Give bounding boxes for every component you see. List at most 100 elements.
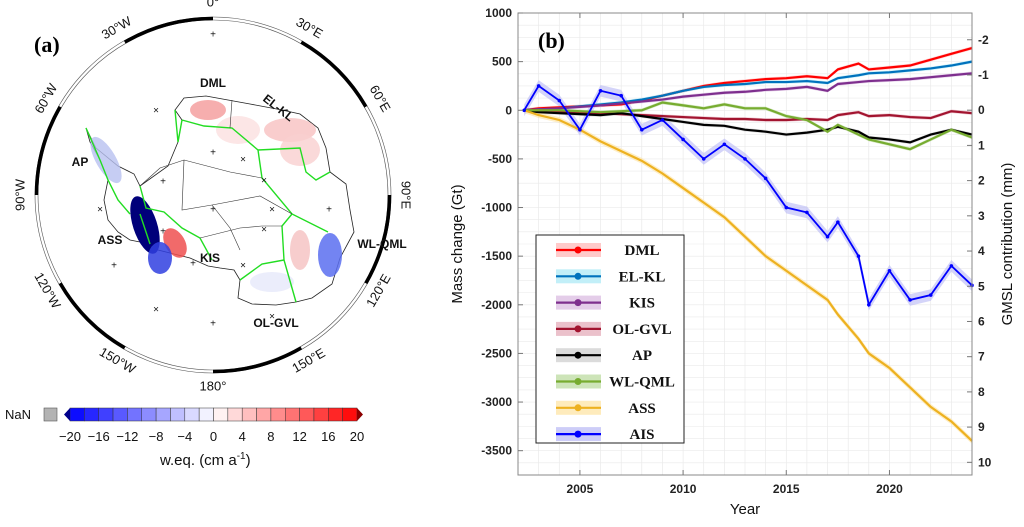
colorbar-tick-label: 16 <box>321 429 335 444</box>
point-ais <box>557 98 562 103</box>
grid-cross-marker: × <box>97 205 103 216</box>
colorbar-tick-label: −8 <box>149 429 164 444</box>
grid-cross-marker: + <box>326 205 332 216</box>
point-ais <box>867 302 871 307</box>
legend-swatch-marker <box>574 378 582 385</box>
grid-cross-marker: + <box>160 177 166 188</box>
point-ais <box>908 298 912 302</box>
colorbar-cell <box>299 407 315 422</box>
chart-panel: 1000 500 0 -500 -1000 -1500 -2000 -2500 -3000 -35… <box>420 0 1024 522</box>
y2-tick-label: 3 <box>978 209 985 223</box>
y-tick-label: -3000 <box>481 395 512 409</box>
grid-cross-marker: + <box>190 259 196 270</box>
grid-cross-marker: × <box>269 205 275 216</box>
colorbar-cell <box>328 407 343 422</box>
colorbar-cell <box>141 407 157 422</box>
band-el-kl <box>524 59 972 113</box>
colorbar-label-sup: -1 <box>237 451 246 462</box>
legend-label-wl-qml: WL-QML <box>609 375 675 391</box>
map-frame-segment <box>123 16 214 44</box>
colorbar-cell <box>227 407 243 422</box>
y2-tick-label: 7 <box>978 350 985 364</box>
colorbar-tick-label: 12 <box>292 429 306 444</box>
line-ais <box>523 84 973 308</box>
olgvl-anomaly <box>250 272 294 292</box>
y2-tick-label: -2 <box>978 33 989 47</box>
dml-anomaly <box>190 100 226 120</box>
band-dml <box>524 46 972 113</box>
grid-cross-marker: + <box>160 227 166 238</box>
legend-label-ap: AP <box>632 348 652 364</box>
colorbar-label-text: w.eq. (cm a <box>159 452 237 469</box>
grid-cross-marker: × <box>261 225 267 236</box>
point-ais <box>763 176 768 181</box>
ass-anomaly <box>130 196 160 254</box>
legend-swatch-marker <box>574 299 582 307</box>
point-ais <box>578 127 582 132</box>
region-label-dml: DML <box>200 76 226 90</box>
legend-swatch-marker <box>574 404 582 412</box>
point-ais <box>681 137 685 142</box>
grid-cross-marker: × <box>153 305 159 316</box>
y2-tick-label: 5 <box>978 279 985 293</box>
grid-cross-marker: + <box>210 30 216 41</box>
colorbar-cell <box>98 407 114 422</box>
grid-markers: + × + × + × + × + × + × + × + × + × <box>97 30 332 330</box>
y2-tick-label: 9 <box>978 420 985 434</box>
legend-swatch-marker <box>574 430 582 438</box>
antarctica-map: (a) 0°30°E60°E90°E120°E150°E180°150°W120… <box>5 0 414 469</box>
legend-label-el-kl: EL-KL <box>619 269 666 285</box>
y-tick-label: -1500 <box>481 249 512 263</box>
interior-anomaly <box>216 116 260 144</box>
point-ais <box>825 234 830 239</box>
colorbar-cell <box>285 407 300 422</box>
point-ais <box>928 293 933 297</box>
y2-tick-label: 8 <box>978 385 985 399</box>
colorbar-tick-label: −20 <box>59 429 81 444</box>
panel-b-label: (b) <box>538 28 565 53</box>
colorbar-tick-label: −12 <box>116 429 138 444</box>
legend-swatch-marker <box>574 325 582 333</box>
longitude-label: 90°W <box>12 178 27 211</box>
y2-tick-label: 2 <box>978 174 985 188</box>
ap-anomaly <box>90 136 122 184</box>
map-frame-segment <box>300 40 368 108</box>
y2-tick-label: 1 <box>978 138 985 152</box>
colorbar-cell <box>69 407 85 422</box>
point-ais <box>836 220 840 224</box>
longitude-label: 150°W <box>97 344 139 377</box>
grid-cross-marker: × <box>269 312 275 323</box>
colorbar-cell <box>84 407 99 422</box>
point-ais <box>619 93 623 98</box>
y2-axis-ticks: -2 -1 0 1 2 3 4 5 6 7 8 9 10 <box>967 33 992 469</box>
region-label-wl-qml: WL-QML <box>357 237 406 251</box>
colorbar-tick-label: 0 <box>210 429 217 444</box>
colorbar-high-extension <box>357 408 363 421</box>
colorbar-cell <box>170 407 186 422</box>
y2-tick-label: 10 <box>978 455 992 469</box>
x-tick-label: 2005 <box>567 482 594 496</box>
legend-label-kis: KIS <box>629 296 655 312</box>
colorbar-cell <box>198 407 214 422</box>
colorbar-tick-label: 4 <box>239 429 246 444</box>
grid-cross-marker: + <box>210 148 216 159</box>
map-frame-segment <box>212 346 303 374</box>
point-ais <box>640 127 644 132</box>
grid-cross-marker: + <box>210 205 216 216</box>
point-ais <box>598 89 603 93</box>
legend: DML EL-KL KIS OL-GVL AP WL-QML ASS AIS <box>535 234 685 444</box>
ass-anomaly-2 <box>148 242 172 274</box>
colorbar-cell <box>112 407 128 422</box>
legend-label-ol-gvl: OL-GVL <box>612 322 671 338</box>
axes-box <box>517 12 973 476</box>
y2-tick-label: 0 <box>978 103 985 117</box>
colorbar-tick-label: −4 <box>177 429 192 444</box>
colorbar-cell <box>213 407 229 422</box>
colorbar-cell <box>313 407 329 422</box>
colorbar-cells <box>64 407 363 422</box>
mass-change-chart: 1000 500 0 -500 -1000 -1500 -2000 -2500 -3000 -35… <box>449 6 1016 518</box>
map-panel: (a) 0° 30°E 60°E 90°E 120°E 150°E 180° 150°W 120… <box>0 0 420 522</box>
point-ais <box>949 264 954 268</box>
y-tick-label: -3500 <box>481 444 512 458</box>
map-frame-segment <box>58 282 126 350</box>
